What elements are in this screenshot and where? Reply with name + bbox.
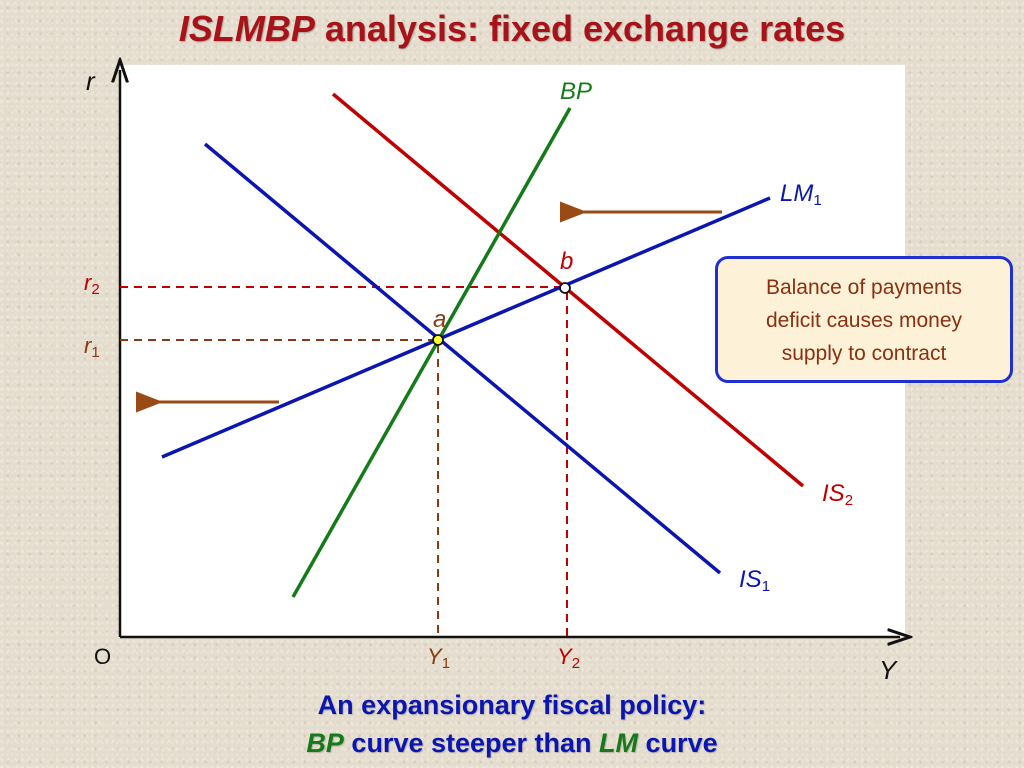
lm1-curve — [161, 196, 771, 459]
is1-label-text: IS — [739, 566, 762, 593]
y1-label-text: Y — [427, 644, 442, 669]
point-b — [559, 282, 571, 294]
is1-label: IS1 — [739, 566, 770, 595]
y1-label-sub: 1 — [441, 655, 451, 672]
bp-curve — [291, 107, 572, 598]
callout-line-1: Balance of payments — [765, 276, 963, 299]
bp-label: BP — [560, 78, 593, 105]
title-italic: ISLMBP — [178, 8, 315, 49]
r1-label-text: r — [84, 333, 92, 358]
caption-line-1: An expansionary fiscal policy: — [317, 690, 707, 720]
caption-line-2: BP curve steeper than LM curve — [0, 728, 1024, 759]
callout-line-2: deficit causes money — [765, 309, 963, 332]
callout-line-3: supply to contract — [781, 342, 947, 365]
lm1-label-text: LM — [780, 180, 814, 207]
point-b-label: b — [560, 248, 574, 275]
caption-mid: curve steeper than — [351, 728, 592, 758]
slide-title: ISLMBP analysis: fixed exchange rates — [0, 8, 1024, 50]
is2-label-sub: 2 — [844, 492, 854, 509]
caption-end: curve — [645, 728, 718, 758]
point-a — [432, 334, 444, 346]
point-a-label: a — [433, 306, 447, 333]
y-axis-label: r — [86, 66, 95, 96]
y2-label-sub: 2 — [571, 655, 581, 672]
is2-label-text: IS — [822, 480, 845, 507]
callout-text: Balance of payments deficit causes money… — [766, 271, 962, 370]
is1-curve — [203, 142, 722, 575]
callout-box: Balance of payments deficit causes money… — [715, 256, 1013, 383]
r1-label: r1 — [84, 333, 100, 361]
origin-label: O — [94, 644, 112, 669]
y2-label-text: Y — [557, 644, 572, 669]
r2-label-sub: 2 — [91, 281, 100, 298]
is2-label: IS2 — [822, 480, 853, 509]
r2-label-text: r — [84, 270, 92, 295]
caption-lm: LM — [599, 728, 639, 758]
is1-label-sub: 1 — [761, 578, 771, 595]
r1-label-sub: 1 — [91, 344, 100, 361]
x-axis-label: Y — [879, 655, 897, 685]
y2-label: Y2 — [557, 644, 580, 672]
caption-bp: BP — [306, 728, 344, 758]
y1-label: Y1 — [427, 644, 450, 672]
lm1-label: LM1 — [780, 180, 822, 209]
r2-label: r2 — [84, 270, 100, 298]
title-rest: analysis: fixed exchange rates — [324, 8, 846, 49]
lm1-label-sub: 1 — [813, 192, 822, 209]
